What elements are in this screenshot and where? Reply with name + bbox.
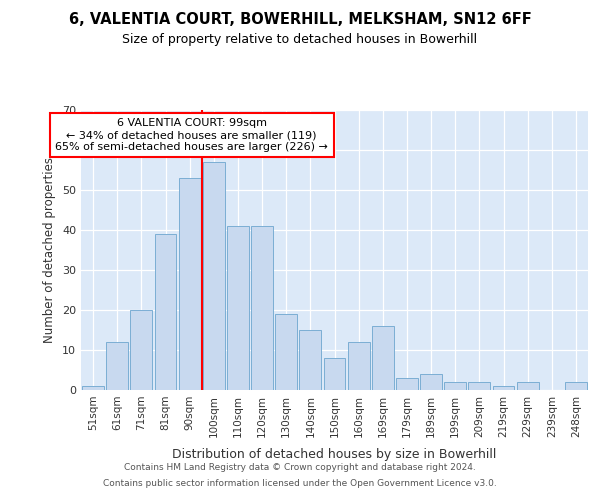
Bar: [493, 386, 514, 390]
Bar: [130, 310, 152, 390]
Bar: [155, 234, 176, 390]
Bar: [251, 226, 273, 390]
Bar: [445, 382, 466, 390]
Bar: [203, 162, 224, 390]
Text: 6 VALENTIA COURT: 99sqm
← 34% of detached houses are smaller (119)
65% of semi-d: 6 VALENTIA COURT: 99sqm ← 34% of detache…: [55, 118, 328, 152]
Text: 6, VALENTIA COURT, BOWERHILL, MELKSHAM, SN12 6FF: 6, VALENTIA COURT, BOWERHILL, MELKSHAM, …: [68, 12, 532, 28]
Bar: [106, 342, 128, 390]
Y-axis label: Number of detached properties: Number of detached properties: [43, 157, 56, 343]
Text: Contains HM Land Registry data © Crown copyright and database right 2024.: Contains HM Land Registry data © Crown c…: [124, 464, 476, 472]
Bar: [396, 378, 418, 390]
Bar: [82, 386, 104, 390]
Text: Size of property relative to detached houses in Bowerhill: Size of property relative to detached ho…: [122, 32, 478, 46]
Bar: [372, 326, 394, 390]
Bar: [323, 358, 346, 390]
Bar: [420, 374, 442, 390]
Text: Contains public sector information licensed under the Open Government Licence v3: Contains public sector information licen…: [103, 478, 497, 488]
X-axis label: Distribution of detached houses by size in Bowerhill: Distribution of detached houses by size …: [172, 448, 497, 461]
Bar: [469, 382, 490, 390]
Bar: [517, 382, 539, 390]
Bar: [565, 382, 587, 390]
Bar: [275, 314, 297, 390]
Bar: [299, 330, 321, 390]
Bar: [179, 178, 200, 390]
Bar: [348, 342, 370, 390]
Bar: [227, 226, 249, 390]
